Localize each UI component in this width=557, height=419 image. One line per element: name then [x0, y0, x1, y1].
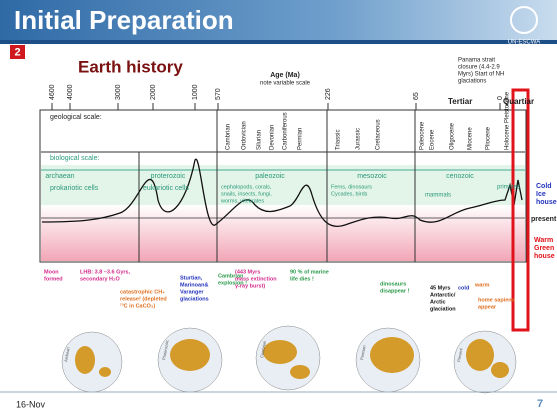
diagram-title: Earth history: [78, 57, 183, 76]
life-label: Ferns, dinosaurs: [331, 184, 372, 190]
panama-note: Panama strait: [458, 58, 495, 64]
page-number: 7: [537, 398, 543, 410]
event-label: disappear !: [380, 288, 410, 294]
period-label: Miocene: [468, 127, 474, 150]
era-label: mesozoic: [357, 173, 387, 180]
period-label: Eocene: [430, 129, 436, 150]
life-label: cephalopods, corals,: [221, 184, 272, 190]
event-label: 45 Myrs: [430, 285, 451, 291]
life-label: prokariotic cells: [50, 185, 99, 192]
age-tick: 1000: [192, 84, 199, 100]
event-label: life dies !: [290, 276, 314, 282]
event-label: glaciations: [180, 296, 209, 302]
period-label: Jurassic: [356, 128, 362, 150]
period-label: Holocene Pleistocene: [505, 91, 511, 150]
climate-label: Cold: [536, 183, 552, 190]
period-label: Ordovician: [242, 121, 248, 150]
climate-label: Warm: [534, 237, 553, 244]
warm-band: [41, 205, 525, 261]
event-label: Sturtian,: [180, 275, 203, 281]
event-label: release! (depleted: [120, 296, 167, 302]
event-label: appear: [478, 304, 497, 310]
event-label: catastrophic CH₄: [120, 289, 165, 295]
event-label: (443 Myrs: [235, 269, 260, 275]
event-label: Marinoan&: [180, 282, 208, 288]
climate-label: house: [534, 253, 555, 260]
event-label: ¹³C in CaCO₃): [120, 302, 155, 309]
climate-label: Green: [534, 245, 554, 252]
row-label: geological scale:: [50, 114, 102, 121]
event-label: γ-ray burst): [235, 283, 265, 289]
age-tick: 226: [325, 88, 332, 100]
period-label: Cambrian: [226, 124, 232, 150]
age-tick: 3000: [115, 84, 122, 100]
panama-note: closure (4.4-2.9: [458, 65, 500, 71]
event-label: Arctic: [430, 299, 446, 305]
epoch-label: Tertiar: [448, 97, 472, 106]
axis-title: Age (Ma): [270, 72, 300, 79]
age-tick: 570: [215, 88, 222, 100]
period-label: Cretaceous: [376, 119, 382, 150]
era-label: archaean: [45, 173, 74, 180]
life-label: snails, insects, fungi,: [221, 191, 272, 197]
event-label: formed: [44, 276, 63, 282]
period-label: Oligocene: [450, 122, 456, 150]
slide-badge: 2: [14, 46, 20, 58]
climate-label: house: [536, 199, 557, 206]
period-label: Silurian: [257, 130, 263, 150]
footer-date: 16-Nov: [16, 399, 46, 409]
logo-text: UN-ESCWA: [508, 40, 540, 46]
event-label: glaciation: [430, 306, 456, 312]
event-label: 90 % of marine: [290, 269, 329, 275]
event-label: Varanger: [180, 289, 204, 295]
life-label: eukariotic cells: [143, 185, 189, 192]
period-label: Triassic: [336, 130, 342, 150]
slide-title: Initial Preparation: [14, 5, 234, 35]
panama-note: glaciations: [458, 79, 486, 85]
event-label: Antarctic/: [430, 292, 456, 298]
event-label: cold: [458, 285, 469, 291]
axis-note: note variable scale: [260, 81, 311, 87]
row-label: biological scale:: [50, 155, 99, 162]
climate-label: present: [531, 216, 557, 223]
climate-label: Ice: [536, 191, 546, 198]
era-label: proterozoic: [151, 173, 186, 180]
age-tick: 4600: [49, 84, 56, 100]
period-label: Devonian: [270, 125, 276, 150]
event-label: LHB: 3.8 –3.6 Gyrs,: [80, 269, 131, 275]
era-label: paleozoic: [255, 173, 285, 180]
period-label: Permian: [298, 128, 304, 150]
age-tick: 4000: [67, 84, 74, 100]
age-tick: 65: [413, 92, 420, 100]
period-label: Carboniferous: [283, 112, 289, 150]
event-label: secondary H₂O: [80, 276, 120, 282]
life-label: worms, vitebrates: [220, 198, 264, 204]
period-label: Pliocene: [486, 126, 492, 150]
event-label: mass extinction: [235, 276, 277, 282]
era-label: cenozoic: [446, 173, 474, 180]
slide: Initial Preparation 2 UN-ESCWA Earth histor…: [0, 0, 557, 419]
cold-band: [41, 165, 525, 205]
period-label: Paleocene: [420, 121, 426, 150]
event-label: home sapiens: [478, 297, 515, 303]
life-label: mammals: [425, 193, 451, 199]
life-label: Cycades, birds: [331, 191, 368, 197]
event-label: warm: [474, 282, 489, 288]
event-label: Moon: [44, 269, 59, 275]
event-label: dinosaurs: [380, 281, 406, 287]
life-label: primates: [497, 185, 520, 191]
panama-note: Myrs) Start of NH: [458, 72, 504, 78]
age-tick: 2000: [150, 84, 157, 100]
header-rule: [0, 40, 557, 44]
